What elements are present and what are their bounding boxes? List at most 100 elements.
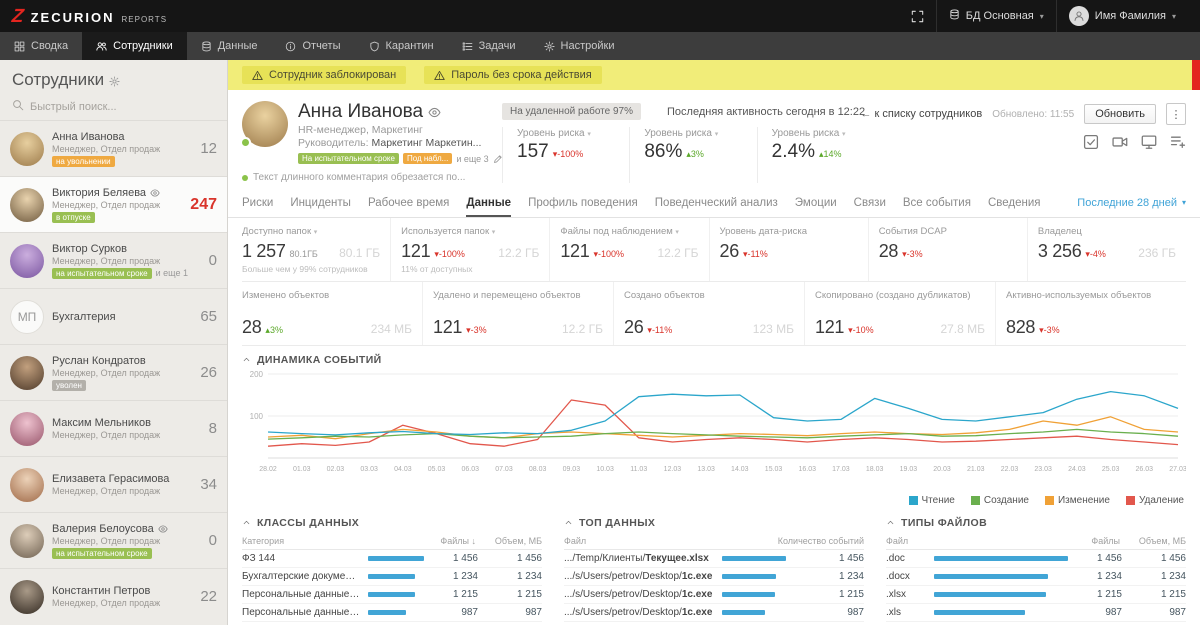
table-row[interactable]: .xls 987 987: [886, 604, 1186, 622]
alert-chip[interactable]: Сотрудник заблокирован: [242, 66, 407, 84]
event-count: 26: [200, 364, 217, 381]
panel-1: ТОП ДАННЫХ Файл Количество событий .../Temp…: [564, 511, 864, 625]
fullscreen-button[interactable]: [899, 0, 936, 32]
legend-item[interactable]: Удаление: [1125, 495, 1184, 506]
nav-item-grid[interactable]: Сводка: [0, 32, 82, 60]
badge-extra: и еще 1: [155, 268, 188, 278]
list-plus-icon[interactable]: [1170, 134, 1186, 150]
table-header: Файл Количество событий: [564, 534, 864, 550]
badges-more[interactable]: и еще 3: [456, 153, 489, 164]
database-icon: [949, 9, 960, 23]
table-row[interactable]: .docx 1 234 1 234: [886, 568, 1186, 586]
svg-text:11.03: 11.03: [630, 466, 647, 473]
employee-list-item[interactable]: Максим Мельников Менеджер, Отдел продаж 8: [0, 400, 227, 456]
chevron-up-icon[interactable]: [564, 518, 573, 527]
remote-work-badge: На удаленной работе 97%: [502, 103, 642, 120]
table-row[interactable]: .doc 1 456 1 456: [886, 550, 1186, 568]
risk-label[interactable]: Уровень риска ▾: [644, 128, 719, 139]
employee-list-item[interactable]: Виктор Сурков Менеджер, Отдел продаж на ис…: [0, 232, 227, 288]
nav-item-tasks[interactable]: Задачи: [448, 32, 530, 60]
sidebar-settings-button[interactable]: [109, 72, 120, 92]
back-to-list-link[interactable]: ← к списку сотрудников: [860, 108, 983, 120]
risk-label[interactable]: Уровень риска ▾: [517, 128, 591, 139]
status-badge: на испытательном сроке: [52, 547, 152, 559]
tab-5[interactable]: Поведенческий анализ: [654, 196, 778, 209]
table-row[interactable]: Персональные данные кли... 987 987: [242, 604, 542, 622]
table-row[interactable]: .../s/Users/petrov/Desktop/1c.exe 987: [564, 604, 864, 622]
table-row[interactable]: .../s/Users/petrov/Desktop/1c.exe 1 234: [564, 568, 864, 586]
row-label: Бухгалтерские документы: [242, 570, 360, 582]
tab-3[interactable]: Данные: [466, 188, 511, 217]
column-header[interactable]: Файлы: [1091, 535, 1120, 546]
stat-value: 3 256: [1037, 240, 1082, 261]
row-label: .doc: [886, 552, 905, 564]
db-selector[interactable]: БД Основная ▾: [935, 0, 1056, 32]
reports-icon: [286, 41, 296, 51]
tab-1[interactable]: Инциденты: [290, 196, 351, 209]
stat-note: 11% от доступных: [401, 263, 473, 274]
stat-label[interactable]: Используется папок ▾: [401, 226, 496, 237]
risk-label[interactable]: Уровень риска ▾: [771, 128, 846, 139]
monitor-icon[interactable]: [1141, 134, 1157, 150]
period-selector[interactable]: Последние 28 дней ▾: [1077, 196, 1186, 209]
risk-metrics: Уровень риска ▾ 157 ▾-100% Уровень риска ▾ 8…: [502, 127, 884, 183]
collapse-section-button[interactable]: [242, 355, 251, 364]
table-row[interactable]: .xlsx 1 215 1 215: [886, 586, 1186, 604]
svg-text:100: 100: [250, 412, 264, 421]
brand-product: REPORTS: [121, 14, 168, 24]
stat-delta: ▾-100%: [434, 248, 465, 259]
table-row[interactable]: ФЗ 144 1 456 1 456: [242, 550, 542, 568]
nav-item-users[interactable]: Сотрудники: [82, 32, 187, 60]
svg-text:07.03: 07.03: [495, 466, 513, 473]
tab-7[interactable]: Связи: [853, 196, 886, 209]
refresh-button[interactable]: Обновить: [1084, 104, 1156, 124]
legend-item[interactable]: Создание: [970, 495, 1029, 506]
row-label: .docx: [886, 570, 910, 582]
tab-9[interactable]: Сведения: [987, 196, 1041, 209]
table-row[interactable]: Бухгалтерские документы 1 234 1 234: [242, 568, 542, 586]
tab-4[interactable]: Профиль поведения: [528, 196, 638, 209]
table-row[interactable]: .../s/Users/petrov/Desktop/1c.exe 1 215: [564, 586, 864, 604]
svg-text:25.03: 25.03: [1102, 466, 1120, 473]
settings-icon[interactable]: [109, 76, 120, 87]
legend-item[interactable]: Чтение: [908, 495, 955, 506]
row-value: 987: [461, 606, 478, 618]
employee-subtitle: Менеджер, Отдел продаж: [52, 255, 161, 266]
tab-0[interactable]: Риски: [242, 196, 274, 209]
stat-label[interactable]: Доступно папок ▾: [242, 226, 318, 237]
employee-list-item[interactable]: Елизавета Герасимова Менеджер, Отдел прод…: [0, 456, 227, 512]
nav-item-database[interactable]: Данные: [187, 32, 272, 60]
employee-list-item[interactable]: Виктория Беляева Менеджер, Отдел продаж в …: [0, 176, 227, 232]
employee-list-item[interactable]: Руслан Кондратов Менеджер, Отдел продаж ув…: [0, 344, 227, 400]
user-menu[interactable]: Имя Фамилия ▾: [1055, 0, 1188, 32]
employee-list-item[interactable]: МП Бухгалтерия 65: [0, 288, 227, 344]
employee-subtitle: Менеджер, Отдел продаж: [52, 199, 161, 210]
employee-list-item[interactable]: Константин Петров Менеджер, Отдел продаж 2…: [0, 568, 227, 624]
column-header[interactable]: Файлы ↓: [440, 535, 476, 546]
stat-label: События DCAP: [878, 226, 947, 237]
employee-list-item[interactable]: Валерия Белоусова Менеджер, Отдел продаж н…: [0, 512, 227, 568]
checkbox-icon[interactable]: [1083, 134, 1099, 150]
profile-role: HR-менеджер, Маркетинг: [298, 124, 423, 136]
quick-search[interactable]: [0, 96, 227, 120]
tab-8[interactable]: Все события: [902, 196, 971, 209]
nav-item-quarantine[interactable]: Карантин: [355, 32, 448, 60]
chevron-up-icon[interactable]: [886, 518, 895, 527]
stat-label[interactable]: Файлы под наблюдением ▾: [560, 226, 679, 237]
tab-6[interactable]: Эмоции: [794, 196, 837, 209]
search-input[interactable]: [30, 100, 215, 113]
legend-item[interactable]: Изменение: [1044, 495, 1110, 506]
alert-chip[interactable]: Пароль без срока действия: [424, 66, 602, 84]
tab-2[interactable]: Рабочее время: [367, 196, 450, 209]
table-row[interactable]: .../Temp/Клиенты/Текущее.xlsx 1 456: [564, 550, 864, 568]
nav-item-settings[interactable]: Настройки: [530, 32, 629, 60]
more-menu-button[interactable]: ⋮: [1166, 103, 1186, 125]
pencil-icon[interactable]: [493, 154, 503, 164]
table-row[interactable]: Персональные данные со... 1 215 1 215: [242, 586, 542, 604]
camera-icon[interactable]: [1112, 134, 1128, 150]
chevron-up-icon[interactable]: [242, 518, 251, 527]
employee-list-item[interactable]: Анна Иванова Менеджер, Отдел продаж на уво…: [0, 120, 227, 176]
employee-name: Елизавета Герасимова: [52, 473, 170, 485]
nav-item-reports[interactable]: Отчеты: [271, 32, 354, 60]
settings-icon: [543, 40, 555, 52]
